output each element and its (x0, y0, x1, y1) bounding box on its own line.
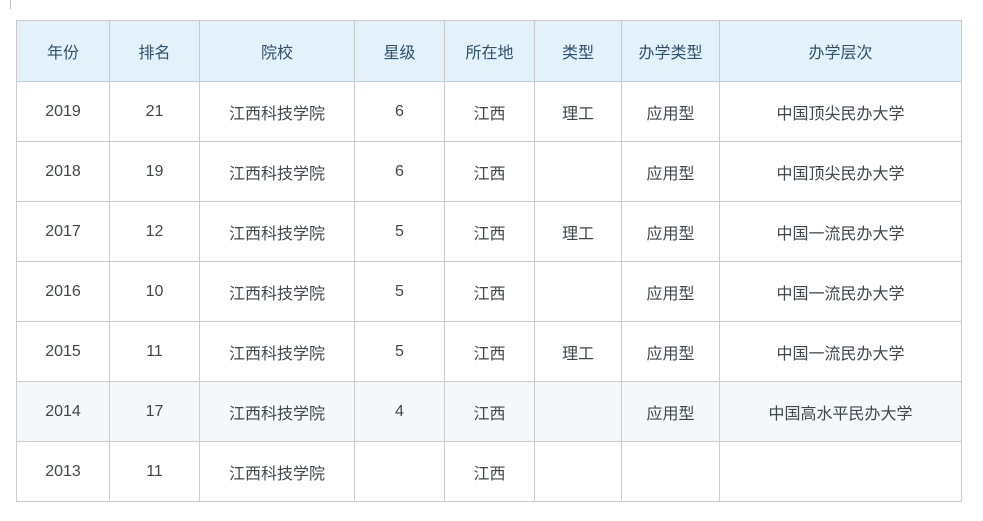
cell-year: 2016 (16, 261, 110, 322)
cell-stars: 6 (354, 141, 445, 202)
column-header-location: 所在地 (444, 20, 535, 82)
cell-rank: 11 (109, 321, 200, 382)
cell-edu-level: 中国顶尖民办大学 (719, 81, 962, 142)
cell-type: 理工 (534, 81, 622, 142)
cell-location: 江西 (444, 261, 535, 322)
cell-school: 江西科技学院 (199, 321, 355, 382)
cell-school: 江西科技学院 (199, 441, 355, 502)
cell-location: 江西 (444, 321, 535, 382)
cell-type (534, 141, 622, 202)
table-row-2013: 2013 11 江西科技学院 江西 (16, 441, 962, 502)
cell-rank: 11 (109, 441, 200, 502)
table-row-2015: 2015 11 江西科技学院 5 江西 理工 应用型 中国一流民办大学 (16, 321, 962, 382)
ranking-table: 年份 排名 院校 星级 所在地 类型 办学类型 办学层次 2019 21 江西科技学院 6 江西 理工应… (16, 20, 962, 502)
cell-stars: 6 (354, 81, 445, 142)
cell-edu-level: 中国一流民办大学 (719, 261, 962, 322)
cell-type: 理工 (534, 321, 622, 382)
cell-type: 理工 (534, 201, 622, 262)
cell-edu-level: 中国一流民办大学 (719, 321, 962, 382)
cell-edu-type: 应用型 (621, 261, 720, 322)
table-header: 年份 排名 院校 星级 所在地 类型 办学类型 办学层次 (16, 20, 962, 82)
cell-edu-level: 中国顶尖民办大学 (719, 141, 962, 202)
cell-year: 2018 (16, 141, 110, 202)
cell-stars: 5 (354, 321, 445, 382)
cell-school: 江西科技学院 (199, 381, 355, 442)
table-row-2017: 2017 12 江西科技学院 5 江西 理工 应用型 中国一流民办大学 (16, 201, 962, 262)
column-header-type: 类型 (534, 20, 622, 82)
column-header-year: 年份 (16, 20, 110, 82)
cell-edu-type: 应用型 (621, 321, 720, 382)
cell-location: 江西 (444, 441, 535, 502)
column-header-stars: 星级 (354, 20, 445, 82)
table-body: 2019 21 江西科技学院 6 江西 理工 应用型 中国顶尖民办大学 2018 19 江西科技学院… (16, 81, 962, 502)
cell-school: 江西科技学院 (199, 201, 355, 262)
cell-type (534, 381, 622, 442)
cell-type (534, 441, 622, 502)
table-row-2019: 2019 21 江西科技学院 6 江西 理工 应用型 中国顶尖民办大学 (16, 81, 962, 142)
header-row: 年份 排名 院校 星级 所在地 类型 办学类型 办学层次 (16, 20, 962, 82)
cell-rank: 10 (109, 261, 200, 322)
cell-edu-type: 应用型 (621, 201, 720, 262)
cell-rank: 21 (109, 81, 200, 142)
cell-rank: 19 (109, 141, 200, 202)
cell-rank: 12 (109, 201, 200, 262)
cell-type (534, 261, 622, 322)
cell-school: 江西科技学院 (199, 81, 355, 142)
table-row-2014: 2014 17 江西科技学院 4 江西 应用型 中国高水平民办大学 (16, 381, 962, 442)
table-row-2018: 2018 19 江西科技学院 6 江西 应用型 中国顶尖民办大学 (16, 141, 962, 202)
cell-location: 江西 (444, 201, 535, 262)
cell-location: 江西 (444, 141, 535, 202)
cell-location: 江西 (444, 81, 535, 142)
column-header-edu-level: 办学层次 (719, 20, 962, 82)
cell-edu-type: 应用型 (621, 81, 720, 142)
cell-edu-type: 应用型 (621, 381, 720, 442)
cell-year: 2014 (16, 381, 110, 442)
cell-rank: 17 (109, 381, 200, 442)
cell-location: 江西 (444, 381, 535, 442)
table-row-2016: 2016 10 江西科技学院 5 江西 应用型 中国一流民办大学 (16, 261, 962, 322)
cell-edu-level: 中国一流民办大学 (719, 201, 962, 262)
cell-edu-type: 应用型 (621, 141, 720, 202)
cell-school: 江西科技学院 (199, 141, 355, 202)
column-header-school: 院校 (199, 20, 355, 82)
cell-stars: 5 (354, 201, 445, 262)
cell-stars (354, 441, 445, 502)
column-header-edu-type: 办学类型 (621, 20, 720, 82)
cell-stars: 4 (354, 381, 445, 442)
cell-year: 2017 (16, 201, 110, 262)
cell-edu-level (719, 441, 962, 502)
cell-stars: 5 (354, 261, 445, 322)
stray-border-fragment (10, 0, 11, 9)
cell-year: 2013 (16, 441, 110, 502)
cell-year: 2019 (16, 81, 110, 142)
cell-edu-type (621, 441, 720, 502)
column-header-rank: 排名 (109, 20, 200, 82)
cell-school: 江西科技学院 (199, 261, 355, 322)
cell-year: 2015 (16, 321, 110, 382)
cell-edu-level: 中国高水平民办大学 (719, 381, 962, 442)
